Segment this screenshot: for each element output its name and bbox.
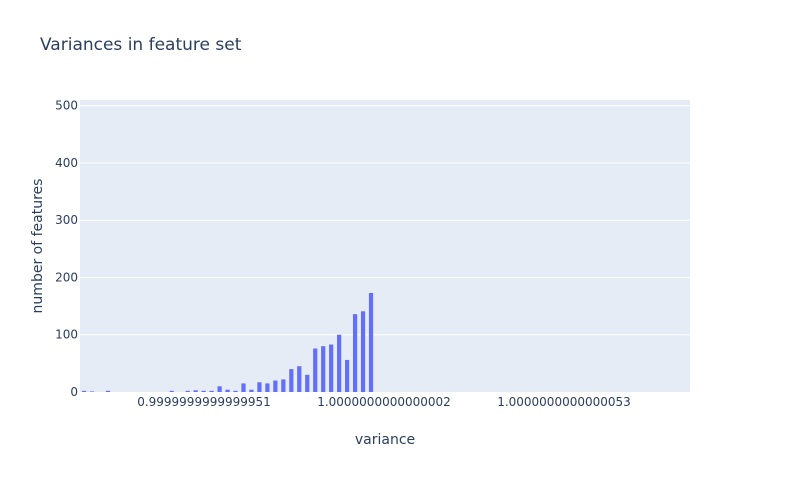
bar	[185, 390, 190, 392]
bar	[241, 383, 246, 392]
x-tick-label: 1.0000000000000053	[497, 395, 631, 409]
x-axis-label: variance	[355, 432, 415, 448]
bar	[82, 390, 87, 392]
plot-area	[80, 100, 690, 392]
bar	[273, 380, 278, 392]
bar	[105, 390, 111, 392]
bar	[305, 374, 310, 392]
bar	[329, 344, 334, 392]
x-tick-label: 0.9999999999999951	[137, 395, 271, 409]
bar	[233, 390, 238, 392]
y-tick-label: 500	[55, 99, 78, 113]
chart-title: Variances in feature set	[40, 35, 242, 55]
bar	[368, 292, 374, 392]
bar	[217, 386, 222, 392]
bar	[209, 390, 214, 392]
gridlines	[80, 105, 690, 336]
bar	[249, 389, 254, 392]
y-tick-label: 0	[70, 385, 78, 399]
bar	[297, 366, 302, 392]
bar	[321, 346, 326, 392]
bar	[360, 311, 366, 392]
bar	[257, 382, 262, 392]
x-tick-label: 1.0000000000000002	[317, 395, 451, 409]
y-axis-label: number of features	[30, 179, 46, 314]
y-axis-ticks: 0 100 200 300 400 500	[55, 99, 78, 399]
y-tick-label: 200	[55, 270, 78, 284]
bar	[345, 359, 350, 392]
bars	[82, 292, 374, 392]
bar	[225, 389, 230, 392]
bar	[265, 383, 270, 392]
bar	[281, 379, 286, 392]
y-tick-label: 300	[55, 213, 78, 227]
bar	[337, 334, 342, 392]
y-tick-label: 100	[55, 328, 78, 342]
bar	[193, 390, 198, 392]
bar	[201, 390, 206, 392]
bar	[352, 314, 358, 392]
y-tick-label: 400	[55, 156, 78, 170]
bar	[289, 369, 294, 392]
bar	[313, 348, 318, 392]
bar	[169, 390, 174, 392]
x-axis-ticks: 0.9999999999999951 1.0000000000000002 1.00…	[137, 395, 631, 409]
bar	[89, 391, 95, 392]
